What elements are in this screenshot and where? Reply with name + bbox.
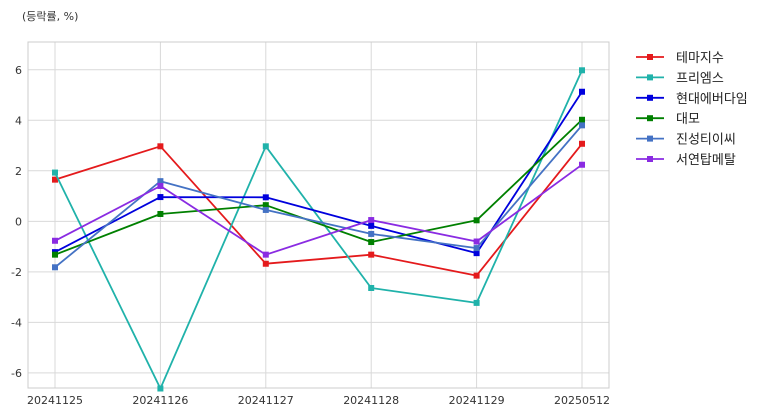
data-point: [368, 284, 375, 291]
data-point: [579, 122, 585, 129]
x-tick-label: 20250512: [554, 394, 610, 407]
y-tick-label: 4: [15, 114, 22, 127]
data-point: [52, 169, 58, 176]
y-tick-label: -6: [11, 367, 22, 380]
x-tick-label: 20241128: [343, 394, 399, 407]
series-5: [52, 122, 585, 271]
unit-label: (등락률, %): [22, 10, 78, 23]
legend-item: 서연탑메탈: [636, 153, 736, 168]
legend-marker: [647, 74, 653, 81]
data-point: [262, 206, 269, 213]
data-point: [262, 202, 269, 209]
series-line: [54, 91, 583, 255]
data-point: [473, 217, 480, 224]
data-point: [52, 237, 58, 244]
data-point: [157, 143, 164, 150]
series-line: [54, 69, 583, 390]
series-lines: [52, 67, 585, 392]
legend-label: 테마지수: [676, 51, 724, 66]
legend-marker: [647, 94, 653, 101]
series-4: [52, 116, 585, 258]
x-tick-label: 20241127: [238, 394, 294, 407]
legend-label: 진성티이씨: [676, 133, 736, 148]
data-point: [262, 260, 269, 267]
data-point: [52, 251, 58, 258]
series-6: [52, 161, 585, 258]
data-point: [262, 194, 269, 201]
y-axis-ticks: -6 -4 -2 0 2 4 6: [11, 64, 22, 380]
y-tick-label: 2: [15, 165, 22, 178]
data-point: [473, 299, 480, 306]
legend-label: 서연탑메탈: [676, 153, 736, 168]
grid: [28, 42, 609, 388]
data-point: [473, 238, 480, 245]
series-line: [54, 119, 583, 256]
data-point: [368, 217, 375, 224]
data-point: [368, 251, 375, 258]
plot-area: [27, 41, 610, 389]
legend-label: 대모: [676, 112, 700, 127]
data-point: [368, 222, 375, 229]
legend-label: 현대에버다임: [676, 92, 748, 107]
data-point: [368, 239, 375, 246]
series-1: [52, 140, 585, 279]
legend-marker: [647, 54, 653, 60]
data-point: [52, 176, 58, 183]
data-point: [473, 272, 480, 279]
y-tick-label: -2: [11, 266, 22, 279]
x-axis-ticks: 20241125 20241126 20241127 20241128 20241129…: [27, 394, 610, 407]
y-tick-label: 6: [15, 64, 22, 77]
data-point: [262, 143, 269, 150]
data-point: [157, 194, 164, 201]
series-3: [52, 88, 585, 257]
data-point: [157, 210, 164, 217]
data-point: [157, 182, 164, 189]
data-point: [579, 116, 585, 123]
data-point: [473, 245, 480, 252]
y-tick-label: -4: [11, 316, 22, 329]
data-point: [579, 140, 585, 147]
legend-item: 프리엠스: [636, 71, 724, 86]
legend-marker: [647, 115, 653, 122]
series-2: [52, 67, 585, 392]
data-point: [579, 67, 585, 74]
legend-item: 대모: [636, 112, 700, 127]
data-point: [52, 264, 58, 271]
data-point: [579, 88, 585, 95]
legend-item: 테마지수: [636, 51, 724, 66]
legend-marker: [647, 135, 653, 142]
legend-item: 진성티이씨: [636, 133, 736, 148]
data-point: [157, 385, 164, 392]
data-point: [368, 230, 375, 237]
legend-item: 현대에버다임: [636, 92, 748, 107]
data-point: [262, 251, 269, 258]
series-line: [54, 163, 583, 256]
data-point: [473, 250, 480, 257]
x-tick-label: 20241126: [132, 394, 188, 407]
x-tick-label: 20241125: [27, 394, 83, 407]
legend-label: 프리엠스: [676, 71, 724, 86]
data-point: [157, 178, 164, 185]
series-line: [54, 143, 583, 277]
y-tick-label: 0: [15, 215, 22, 228]
data-point: [579, 161, 585, 168]
x-tick-label: 20241129: [449, 394, 505, 407]
legend-marker: [647, 156, 653, 162]
